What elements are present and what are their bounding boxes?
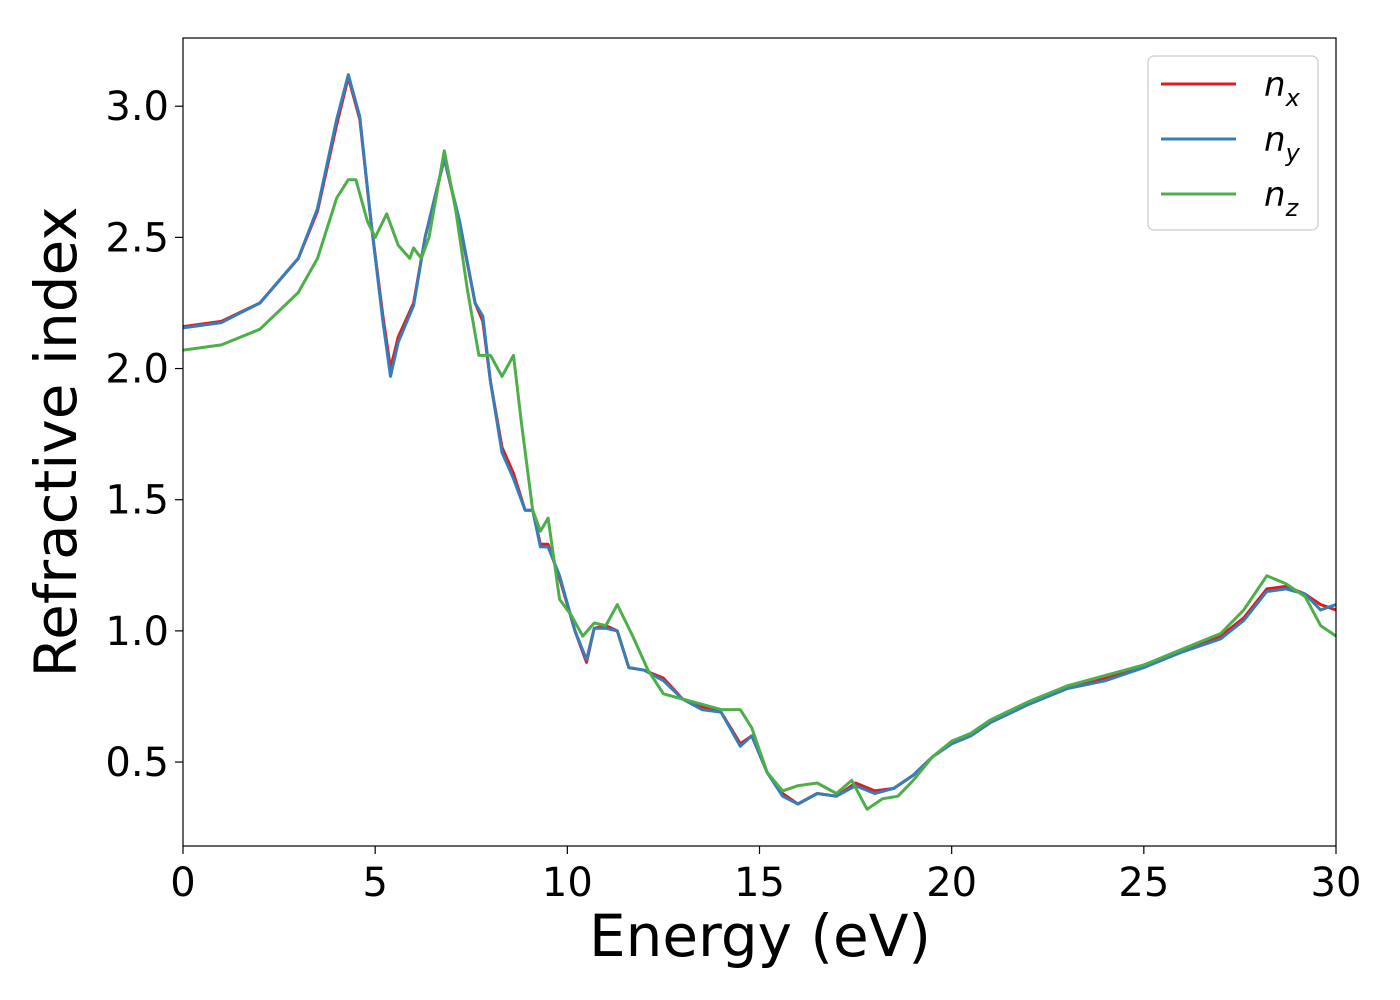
- axes: 0 5 10 15 20 25 30 0.5 1.0 1.5 2.0 2.5 3.0: [105, 37, 1362, 906]
- y-tick-label: 1.0: [105, 609, 169, 655]
- legend-label-x: nx: [1264, 65, 1301, 112]
- y-tick-label: 3.0: [105, 84, 169, 130]
- legend-box: [1147, 55, 1319, 231]
- x-tick-label: 15: [734, 860, 785, 906]
- plot-area: [183, 73, 1336, 811]
- x-tick-label: 30: [1311, 860, 1362, 906]
- legend: nx ny nz: [1147, 55, 1319, 231]
- x-tick-label: 10: [542, 860, 593, 906]
- series-line-y: [183, 73, 1336, 806]
- x-tick-label: 25: [1118, 860, 1169, 906]
- y-tick-label: 2.0: [105, 347, 169, 393]
- x-tick-label: 0: [170, 860, 195, 906]
- series-line-z: [183, 149, 1336, 811]
- y-tick-label: 2.5: [105, 215, 169, 261]
- x-axis-title: Energy (eV): [589, 902, 931, 970]
- legend-label-z: nz: [1264, 175, 1300, 222]
- y-tick-label: 0.5: [105, 740, 169, 786]
- x-tick-label: 5: [362, 860, 387, 906]
- y-axis-title: Refractive index: [22, 206, 90, 677]
- legend-label-y: ny: [1264, 120, 1301, 167]
- x-tick-label: 20: [926, 860, 977, 906]
- y-tick-label: 1.5: [105, 478, 169, 524]
